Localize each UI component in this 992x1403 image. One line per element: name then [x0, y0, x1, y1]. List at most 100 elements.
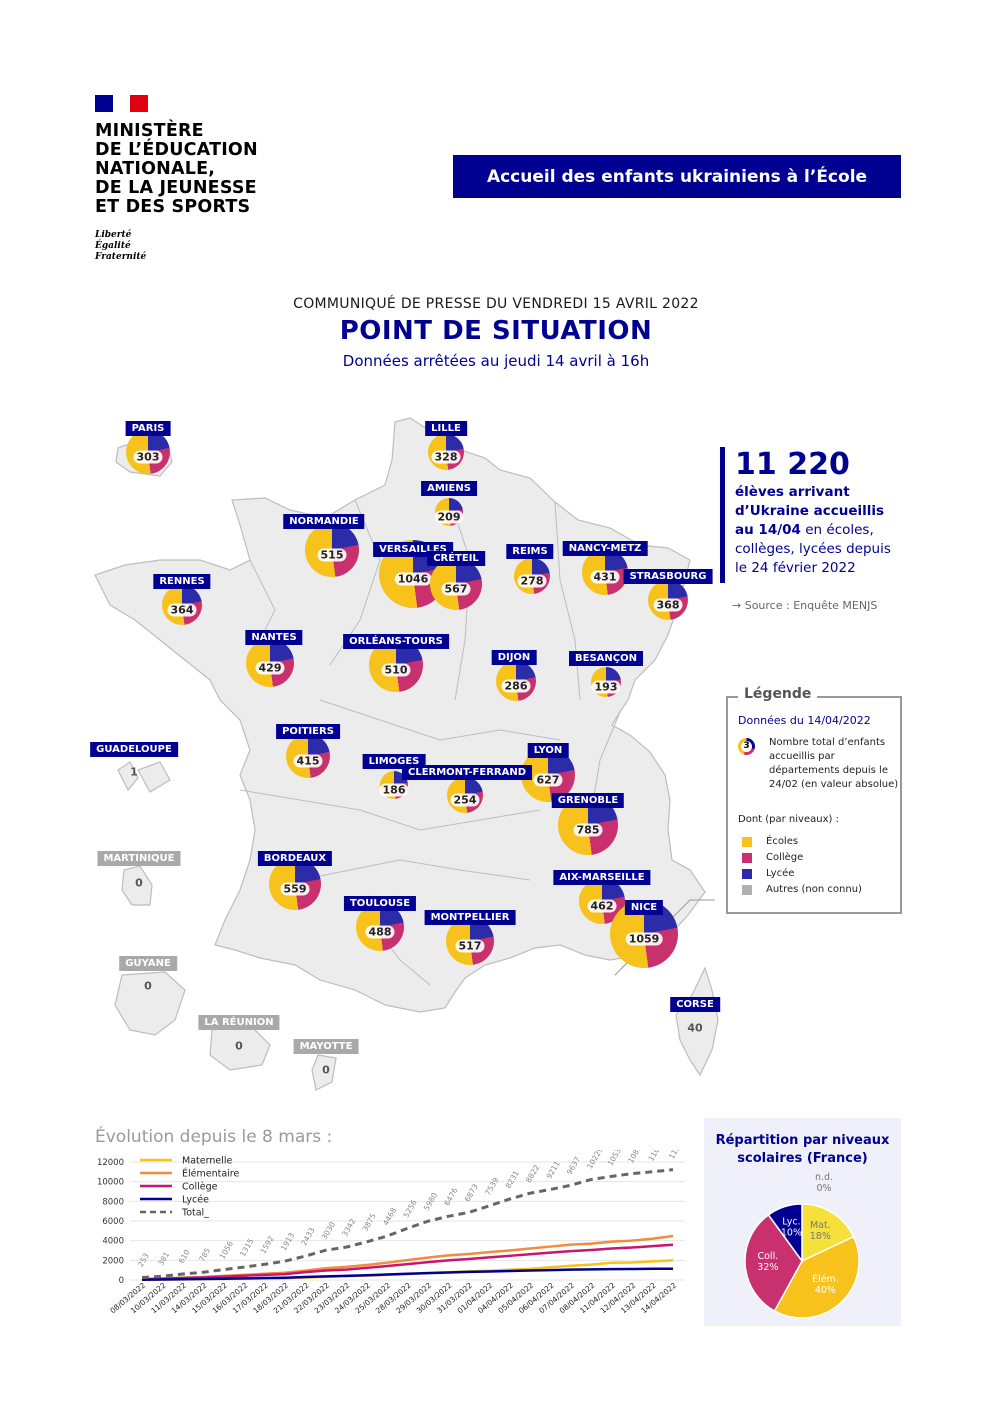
region-label: BESANÇON: [569, 651, 643, 666]
region-value: 515: [317, 548, 347, 562]
data-label: 10229: [585, 1150, 605, 1170]
y-tick-label: 12000: [97, 1158, 124, 1168]
lycee-swatch: [742, 868, 752, 879]
slice-percent: 0%: [816, 1183, 831, 1194]
y-tick-label: 4000: [102, 1237, 124, 1247]
region-label: AMIENS: [421, 481, 477, 496]
republic-flag-logo: [95, 95, 149, 112]
slice-percent: 10%: [781, 1227, 802, 1238]
mayotte-shape: [311, 1054, 337, 1091]
data-label: 6873: [463, 1182, 480, 1203]
motto-line: Égalité: [95, 241, 131, 251]
source-note: → Source : Enquête MENJS: [732, 599, 878, 612]
region-label: STRASBOURG: [623, 569, 713, 584]
slice-label: Coll.: [757, 1251, 778, 1262]
data-label: 3030: [320, 1220, 337, 1241]
stat-line-rest: en écoles,: [800, 522, 874, 538]
motto-line: Fraternité: [95, 252, 147, 262]
stat-line: collèges, lycées depuis: [735, 541, 891, 557]
region-value: 0: [235, 1039, 243, 1053]
motto-line: Liberté: [95, 230, 132, 240]
pie-slice: [801, 1203, 855, 1263]
ministry-line: NATIONALE,: [95, 159, 216, 179]
region-value: 517: [455, 939, 485, 953]
region-value: 1: [130, 765, 138, 779]
ministry-line: DE LA JEUNESSE: [95, 178, 257, 198]
region-label: NORMANDIE: [283, 514, 365, 529]
region-label: REIMS: [506, 544, 554, 559]
pie-slice: [773, 1235, 860, 1319]
data-label: 4468: [381, 1206, 398, 1227]
region-value: 286: [501, 679, 531, 693]
ecoles-swatch: [742, 836, 752, 847]
region-label: CLERMONT-FERRAND: [401, 765, 533, 780]
data-label: 9637: [565, 1155, 582, 1176]
region-label: GUADELOUPE: [90, 742, 178, 757]
region-value: 0: [135, 876, 143, 890]
region-label: GRENOBLE: [551, 793, 625, 808]
region-value: 1059: [625, 932, 663, 946]
region-value: 364: [167, 603, 197, 617]
title-line: scolaires (France): [737, 1151, 868, 1166]
region-label: PARIS: [125, 421, 171, 436]
college-swatch: [742, 852, 752, 863]
legend-date: Données du 14/04/2022: [738, 714, 871, 727]
ministry-name: MINISTÈRE DE L’ÉDUCATION NATIONALE, DE L…: [95, 122, 258, 217]
y-tick-label: 6000: [102, 1217, 124, 1227]
region-value: 429: [255, 661, 285, 675]
corsica-shape: [675, 966, 719, 1077]
region-value: 254: [450, 793, 480, 807]
slice-percent: 18%: [810, 1231, 831, 1242]
region-label: GUYANE: [119, 956, 177, 971]
series-line: [141, 1267, 674, 1281]
region-label: POITIERS: [276, 724, 340, 739]
slice-label: Élém.: [812, 1273, 839, 1285]
region-label: RENNES: [153, 574, 211, 589]
region-label: LA RÉUNION: [198, 1015, 280, 1030]
region-value: 0: [144, 979, 152, 993]
level-distribution-panel: Répartition par niveaux scolaires (Franc…: [704, 1118, 901, 1326]
region-value: 193: [591, 680, 621, 694]
region-value: 431: [590, 570, 620, 584]
legend-pie-sample: 3: [741, 741, 752, 752]
y-tick-label: 2000: [102, 1256, 124, 1266]
legend-item-label: Autres (non connu): [766, 884, 862, 895]
legend-label: Collège: [182, 1182, 218, 1193]
y-tick-label: 0: [119, 1276, 124, 1286]
legend-pie-icon: 3: [738, 738, 755, 755]
region-value: 462: [587, 899, 617, 913]
slice-label: Mat.: [810, 1220, 831, 1231]
data-label: 11007: [647, 1150, 667, 1163]
data-label: 1056: [218, 1239, 235, 1260]
guadeloupe-shape: [117, 761, 171, 793]
republic-motto: Liberté Égalité Fraternité: [95, 230, 146, 263]
region-value: 510: [381, 663, 411, 677]
region-label: CRÉTEIL: [427, 551, 485, 566]
data-label: 1315: [238, 1237, 255, 1258]
region-value: 415: [293, 754, 323, 768]
slice-label: Lyc.: [782, 1216, 800, 1227]
ministry-line: ET DES SPORTS: [95, 197, 251, 217]
slice-label: n.d.: [815, 1172, 833, 1183]
total-students-number: 11 220: [735, 447, 850, 482]
page-title: POINT DE SITUATION: [339, 316, 653, 346]
region-label: LILLE: [425, 421, 467, 436]
region-value: 368: [653, 598, 683, 612]
region-label: DIJON: [491, 650, 537, 665]
region-value: 303: [133, 450, 163, 464]
region-value: 567: [441, 582, 471, 596]
data-label: 1592: [258, 1234, 275, 1255]
pie-slice: [767, 1203, 803, 1264]
legend-item-label: Écoles: [766, 836, 799, 847]
guyane-shape: [114, 971, 186, 1036]
region-value: 278: [517, 574, 547, 588]
ministry-line: DE L’ÉDUCATION: [95, 140, 258, 160]
region-label: BORDEAUX: [257, 851, 333, 866]
title-line: Répartition par niveaux: [715, 1133, 890, 1148]
page-subtitle: Données arrêtées au jeudi 14 avril à 16h: [342, 352, 650, 370]
region-value: 328: [431, 450, 461, 464]
legend-label: Maternelle: [182, 1156, 232, 1167]
data-label: 2433: [299, 1226, 316, 1247]
legend-item-lycee: Lycée: [742, 868, 794, 879]
legend-title: Légende: [738, 686, 818, 702]
